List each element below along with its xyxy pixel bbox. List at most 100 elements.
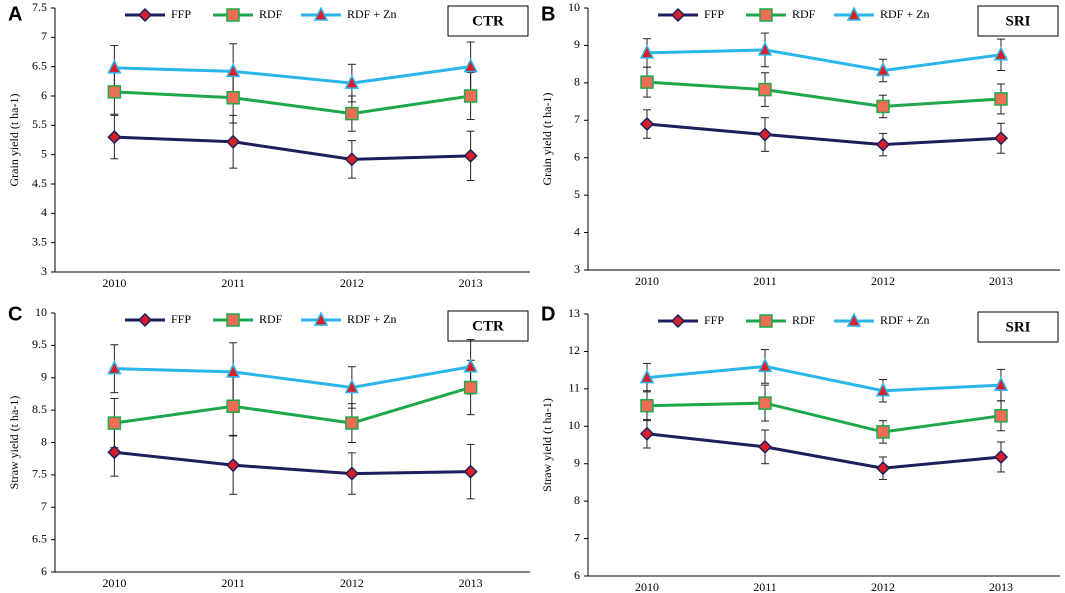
x-tick-label: 2013 <box>989 274 1013 288</box>
marker <box>757 127 773 142</box>
marker <box>875 137 891 152</box>
x-tick-label: 2010 <box>635 580 659 593</box>
series-line <box>114 135 471 161</box>
y-tick-label: 6 <box>41 564 47 578</box>
marker <box>758 396 772 410</box>
y-tick-label: 12 <box>568 343 580 357</box>
y-tick-label: 7.5 <box>32 0 47 14</box>
marker <box>759 314 773 328</box>
marker <box>875 61 891 77</box>
y-tick-label: 7 <box>574 112 580 126</box>
marker <box>107 416 122 430</box>
annotation: SRI <box>1005 13 1030 29</box>
marker <box>757 357 773 373</box>
marker <box>993 449 1009 465</box>
marker <box>225 62 241 78</box>
annotation-box: CTR <box>447 310 529 342</box>
x-tick-label: 2011 <box>221 276 245 290</box>
legend-label: FFP <box>171 312 191 326</box>
y-tick-label: 4 <box>574 224 580 238</box>
y-tick-label: 6.5 <box>32 58 47 72</box>
series-line <box>646 80 1002 108</box>
annotation-frame <box>977 5 1059 37</box>
y-tick-label: 7 <box>41 29 47 43</box>
y-tick-label: 9 <box>574 455 580 469</box>
y-tick-label: 7.5 <box>32 467 47 481</box>
panel-letter: C <box>8 303 22 325</box>
series-line <box>646 364 1002 393</box>
legend-label: RDF <box>259 312 283 326</box>
legend-label: RDF + Zn <box>880 313 929 327</box>
panel: C Straw yield (t ha-1) 6 6.5 7 7.5 8 8.5 9 9.5 10 2… <box>7 303 530 590</box>
y-tick-label: 8.5 <box>32 402 47 416</box>
y-tick-label: 9 <box>41 370 47 384</box>
marker <box>993 376 1009 391</box>
panel-letter: B <box>541 3 555 25</box>
annotation: CTR <box>472 318 504 334</box>
x-tick-label: 2010 <box>102 276 126 290</box>
marker <box>670 313 686 329</box>
legend-label: RDF + Zn <box>347 7 396 21</box>
y-tick-label: 8 <box>41 434 47 448</box>
y-tick-label: 6 <box>574 568 580 582</box>
marker <box>226 91 240 105</box>
marker <box>463 148 478 163</box>
x-tick-label: 2012 <box>340 576 364 590</box>
marker <box>463 464 478 479</box>
x-tick-label: 2013 <box>459 576 483 590</box>
marker <box>344 378 360 394</box>
marker <box>137 312 153 328</box>
marker <box>107 59 122 74</box>
annotation-box: SRI <box>977 5 1059 37</box>
legend-label: RDF <box>792 7 816 21</box>
y-tick-label: 5 <box>574 187 580 201</box>
marker <box>345 106 359 121</box>
marker <box>640 398 654 413</box>
marker <box>639 116 655 132</box>
marker <box>876 99 890 114</box>
marker <box>994 92 1008 106</box>
marker <box>993 46 1009 61</box>
y-tick-label: 7 <box>41 499 47 513</box>
series-line <box>114 365 471 389</box>
marker <box>463 89 478 103</box>
x-tick-label: 2011 <box>753 274 777 288</box>
marker <box>640 75 654 89</box>
x-tick-label: 2012 <box>871 580 895 593</box>
x-tick-label: 2011 <box>753 580 777 593</box>
marker <box>993 131 1009 146</box>
legend-label: FFP <box>704 7 724 21</box>
annotation: SRI <box>1005 319 1030 335</box>
legend-label: RDF <box>259 7 283 21</box>
annotation-frame <box>447 5 529 37</box>
marker <box>226 399 240 413</box>
legend-label: FFP <box>171 7 191 21</box>
marker <box>137 7 153 23</box>
marker <box>463 380 478 395</box>
marker <box>107 360 122 375</box>
marker <box>757 41 773 56</box>
legend-label: RDF + Zn <box>880 7 929 21</box>
legend-label: RDF <box>792 313 816 327</box>
marker <box>107 445 122 460</box>
series-line <box>646 48 1002 73</box>
y-tick-label: 8 <box>574 75 580 89</box>
y-axis-label: Grain yield (t ha-1) <box>7 94 21 187</box>
panel: A Grain yield (t ha-1) 3 3.5 4 4.5 5 5.5 6 6.5 7 7.… <box>7 0 530 290</box>
y-tick-label: 11 <box>568 381 580 395</box>
x-tick-label: 2012 <box>871 274 895 288</box>
annotation-frame <box>447 310 529 342</box>
panel: B Grain yield (t ha-1) 3 4 5 6 7 8 9 10 2010 2011 20… <box>540 0 1060 288</box>
marker <box>757 439 773 454</box>
y-tick-label: 3 <box>574 262 580 276</box>
annotation: CTR <box>472 13 504 29</box>
series-line <box>114 90 471 116</box>
y-tick-label: 6 <box>574 149 580 163</box>
annotation-box: SRI <box>977 311 1059 343</box>
marker <box>846 6 862 21</box>
y-tick-label: 9 <box>574 37 580 51</box>
x-tick-label: 2013 <box>989 580 1013 593</box>
y-tick-label: 4.5 <box>32 176 47 190</box>
marker <box>345 416 359 430</box>
series-line <box>114 386 472 425</box>
